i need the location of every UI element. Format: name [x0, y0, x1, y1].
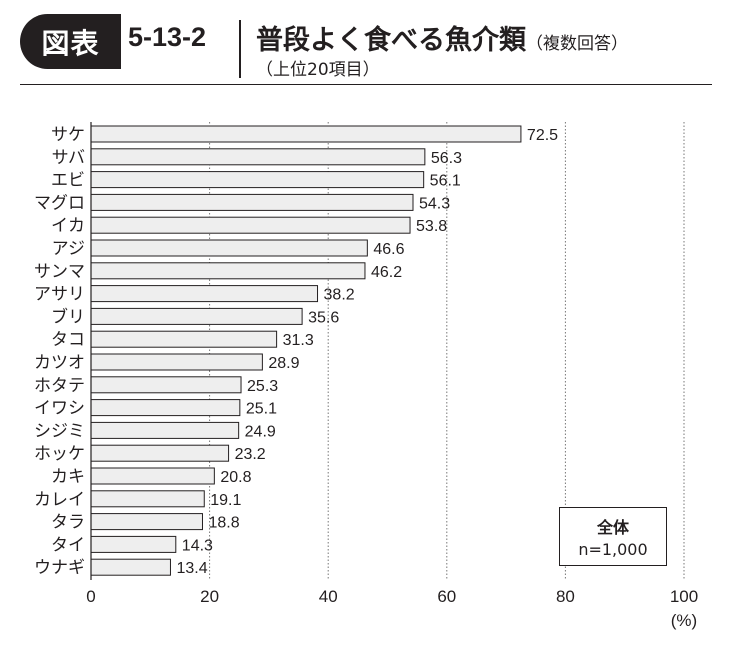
value-label: 54.3 [419, 195, 450, 212]
legend-box: 全体 n=1,000 [559, 507, 667, 566]
x-tick-label: 80 [556, 587, 575, 606]
value-label: 19.1 [210, 492, 241, 509]
category-label: イワシ [34, 399, 85, 419]
category-label: タイ [51, 535, 85, 555]
x-tick-label: 20 [200, 587, 219, 606]
category-label: ホタテ [34, 376, 85, 396]
category-label: カツオ [34, 353, 85, 373]
value-label: 20.8 [220, 469, 251, 486]
category-label: タラ [51, 513, 85, 533]
value-label: 18.8 [208, 515, 239, 532]
bar [90, 330, 278, 348]
category-label: エビ [51, 171, 85, 191]
x-tick-label: 0 [86, 587, 95, 606]
value-label: 13.4 [176, 560, 207, 577]
category-label: サケ [51, 125, 85, 145]
bar [90, 216, 411, 234]
category-label: カレイ [34, 490, 85, 510]
value-label: 56.1 [430, 173, 461, 190]
category-label: カキ [51, 467, 85, 487]
value-label: 56.3 [431, 150, 462, 167]
bar [90, 376, 242, 394]
bar [90, 513, 203, 531]
value-label: 38.2 [324, 287, 355, 304]
bar [90, 490, 205, 508]
chart-title-note: （複数回答） [526, 34, 628, 54]
figure-badge: 図表 [20, 14, 121, 69]
value-label: 28.9 [268, 355, 299, 372]
chart-title-text: 普段よく食べる魚介類 [256, 25, 526, 56]
value-label: 25.3 [247, 378, 278, 395]
chart-title: 普段よく食べる魚介類（複数回答） [256, 18, 628, 57]
category-label: ウナギ [34, 558, 85, 578]
value-label: 25.1 [246, 401, 277, 418]
bar [90, 171, 425, 189]
value-label: 14.3 [182, 537, 213, 554]
category-label: タコ [51, 330, 85, 350]
bar [90, 239, 368, 257]
chart-subtitle: （上位20項目） [256, 60, 380, 80]
value-label: 35.6 [308, 309, 339, 326]
x-axis-unit-label: (%) [671, 611, 697, 630]
x-tick-label: 40 [319, 587, 338, 606]
category-label: アサリ [34, 285, 85, 305]
bar [90, 262, 366, 280]
bar [90, 467, 215, 485]
category-label: マグロ [34, 193, 85, 213]
bar [90, 421, 240, 439]
legend-sample-size: n=1,000 [578, 540, 648, 559]
category-label: アジ [52, 239, 85, 259]
bar [90, 193, 414, 211]
category-label: サバ [52, 148, 85, 168]
bar [90, 535, 177, 553]
figure-number: 5-13-2 [128, 22, 207, 52]
value-label: 72.5 [527, 127, 558, 144]
header-underline [20, 84, 712, 85]
category-label: ホッケ [34, 444, 85, 464]
value-label: 46.6 [373, 241, 404, 258]
title-divider [239, 20, 241, 78]
value-label: 31.3 [283, 332, 314, 349]
category-label: イカ [51, 216, 85, 236]
bar [90, 558, 171, 576]
bar [90, 307, 303, 325]
bar [90, 399, 241, 417]
bar [90, 353, 263, 371]
value-label: 23.2 [235, 446, 266, 463]
value-label: 46.2 [371, 264, 402, 281]
x-tick-label: 100 [670, 587, 698, 606]
bar [90, 148, 426, 166]
value-label: 24.9 [245, 423, 276, 440]
category-label: ブリ [51, 306, 85, 327]
x-tick-label: 60 [437, 587, 456, 606]
bar [90, 125, 522, 143]
category-label: シジミ [34, 421, 85, 441]
category-label: サンマ [34, 262, 85, 282]
bar [90, 444, 230, 462]
legend-group: 全体 [596, 518, 629, 537]
value-label: 53.8 [416, 218, 447, 235]
bar [90, 285, 319, 303]
